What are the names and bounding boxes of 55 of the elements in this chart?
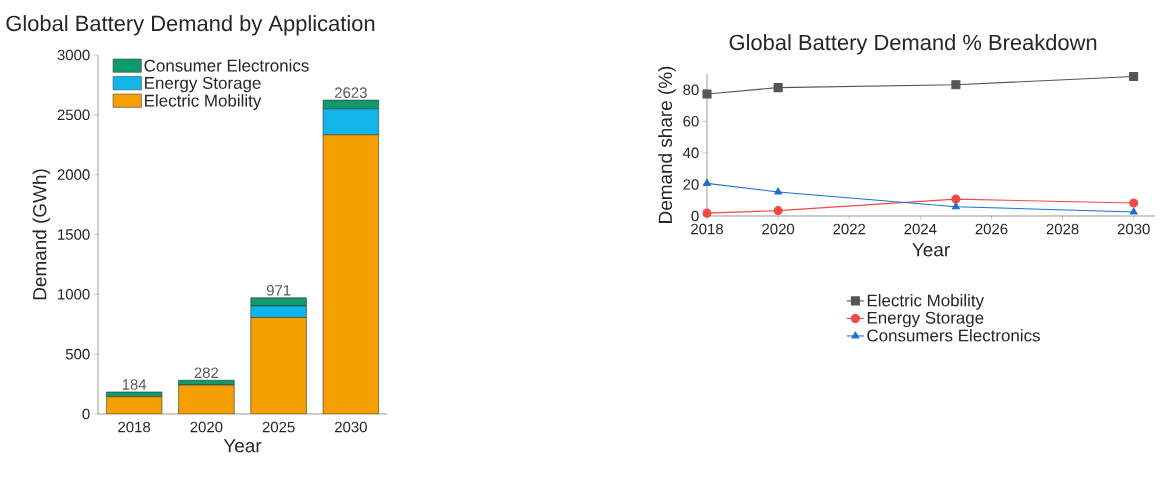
y-tick-label: 0 xyxy=(82,408,90,420)
x-tick-label: 2028 xyxy=(1046,223,1079,235)
y-tick-label: 2000 xyxy=(57,169,90,180)
legend-label: Energy Storage xyxy=(145,76,261,93)
legend-label: Consumer Electronics xyxy=(144,59,309,72)
y-tick-label: 1500 xyxy=(58,229,90,240)
y-tick-label: 3000 xyxy=(57,49,90,61)
bar xyxy=(178,384,235,414)
legend-label: Energy Storage xyxy=(867,311,984,328)
y-tick-label: 60 xyxy=(683,116,699,127)
x-tick-label: 2020 xyxy=(762,223,795,235)
point xyxy=(1129,198,1139,208)
x-tick-label: 2030 xyxy=(335,421,367,433)
legend-label: Electric Mobility xyxy=(867,294,985,310)
point xyxy=(1129,207,1138,215)
point xyxy=(773,206,783,216)
legend-label: Electric Mobility xyxy=(145,94,262,111)
point xyxy=(702,208,712,218)
bar xyxy=(322,134,379,414)
total-label: 282 xyxy=(194,367,219,379)
total-label: 184 xyxy=(122,379,147,390)
bar xyxy=(106,396,163,414)
point xyxy=(951,194,961,204)
legend-label: Consumers Electronics xyxy=(867,329,1040,342)
total-label: 2623 xyxy=(335,87,367,98)
x-tick-label: 2018 xyxy=(118,421,151,433)
point xyxy=(774,187,783,195)
y-tick-label: 80 xyxy=(683,84,699,96)
point xyxy=(1129,71,1139,82)
point xyxy=(702,89,712,99)
chart-title: Global Battery Demand % Breakdown xyxy=(729,34,1097,55)
x-tick-label: 2026 xyxy=(975,223,1008,235)
x-tick-label: 2022 xyxy=(833,223,866,235)
y-tick-label: 1000 xyxy=(58,289,90,300)
y-tick-label: 20 xyxy=(683,179,699,190)
x-axis-title: Year xyxy=(912,243,950,257)
y-axis-title: Demand share (%) xyxy=(658,66,676,223)
y-tick-label: 0 xyxy=(691,210,699,222)
y-tick-label: 2500 xyxy=(57,109,90,121)
point xyxy=(951,202,960,210)
y-tick-label: 500 xyxy=(65,348,90,360)
point xyxy=(951,80,961,90)
x-tick-label: 2018 xyxy=(691,223,723,235)
y-axis-title: Demand (GWh) xyxy=(32,169,51,300)
x-tick-label: 2025 xyxy=(262,421,295,433)
x-tick-label: 2030 xyxy=(1117,223,1150,235)
y-tick-label: 40 xyxy=(682,147,699,159)
bar xyxy=(250,317,307,414)
x-tick-label: 2020 xyxy=(190,421,223,433)
total-label: 971 xyxy=(266,285,291,296)
point xyxy=(702,178,712,186)
x-axis-title: Year xyxy=(223,439,262,453)
point xyxy=(773,83,783,93)
chart-title: Global Battery Demand by Application xyxy=(6,15,375,36)
x-tick-label: 2024 xyxy=(904,223,937,235)
